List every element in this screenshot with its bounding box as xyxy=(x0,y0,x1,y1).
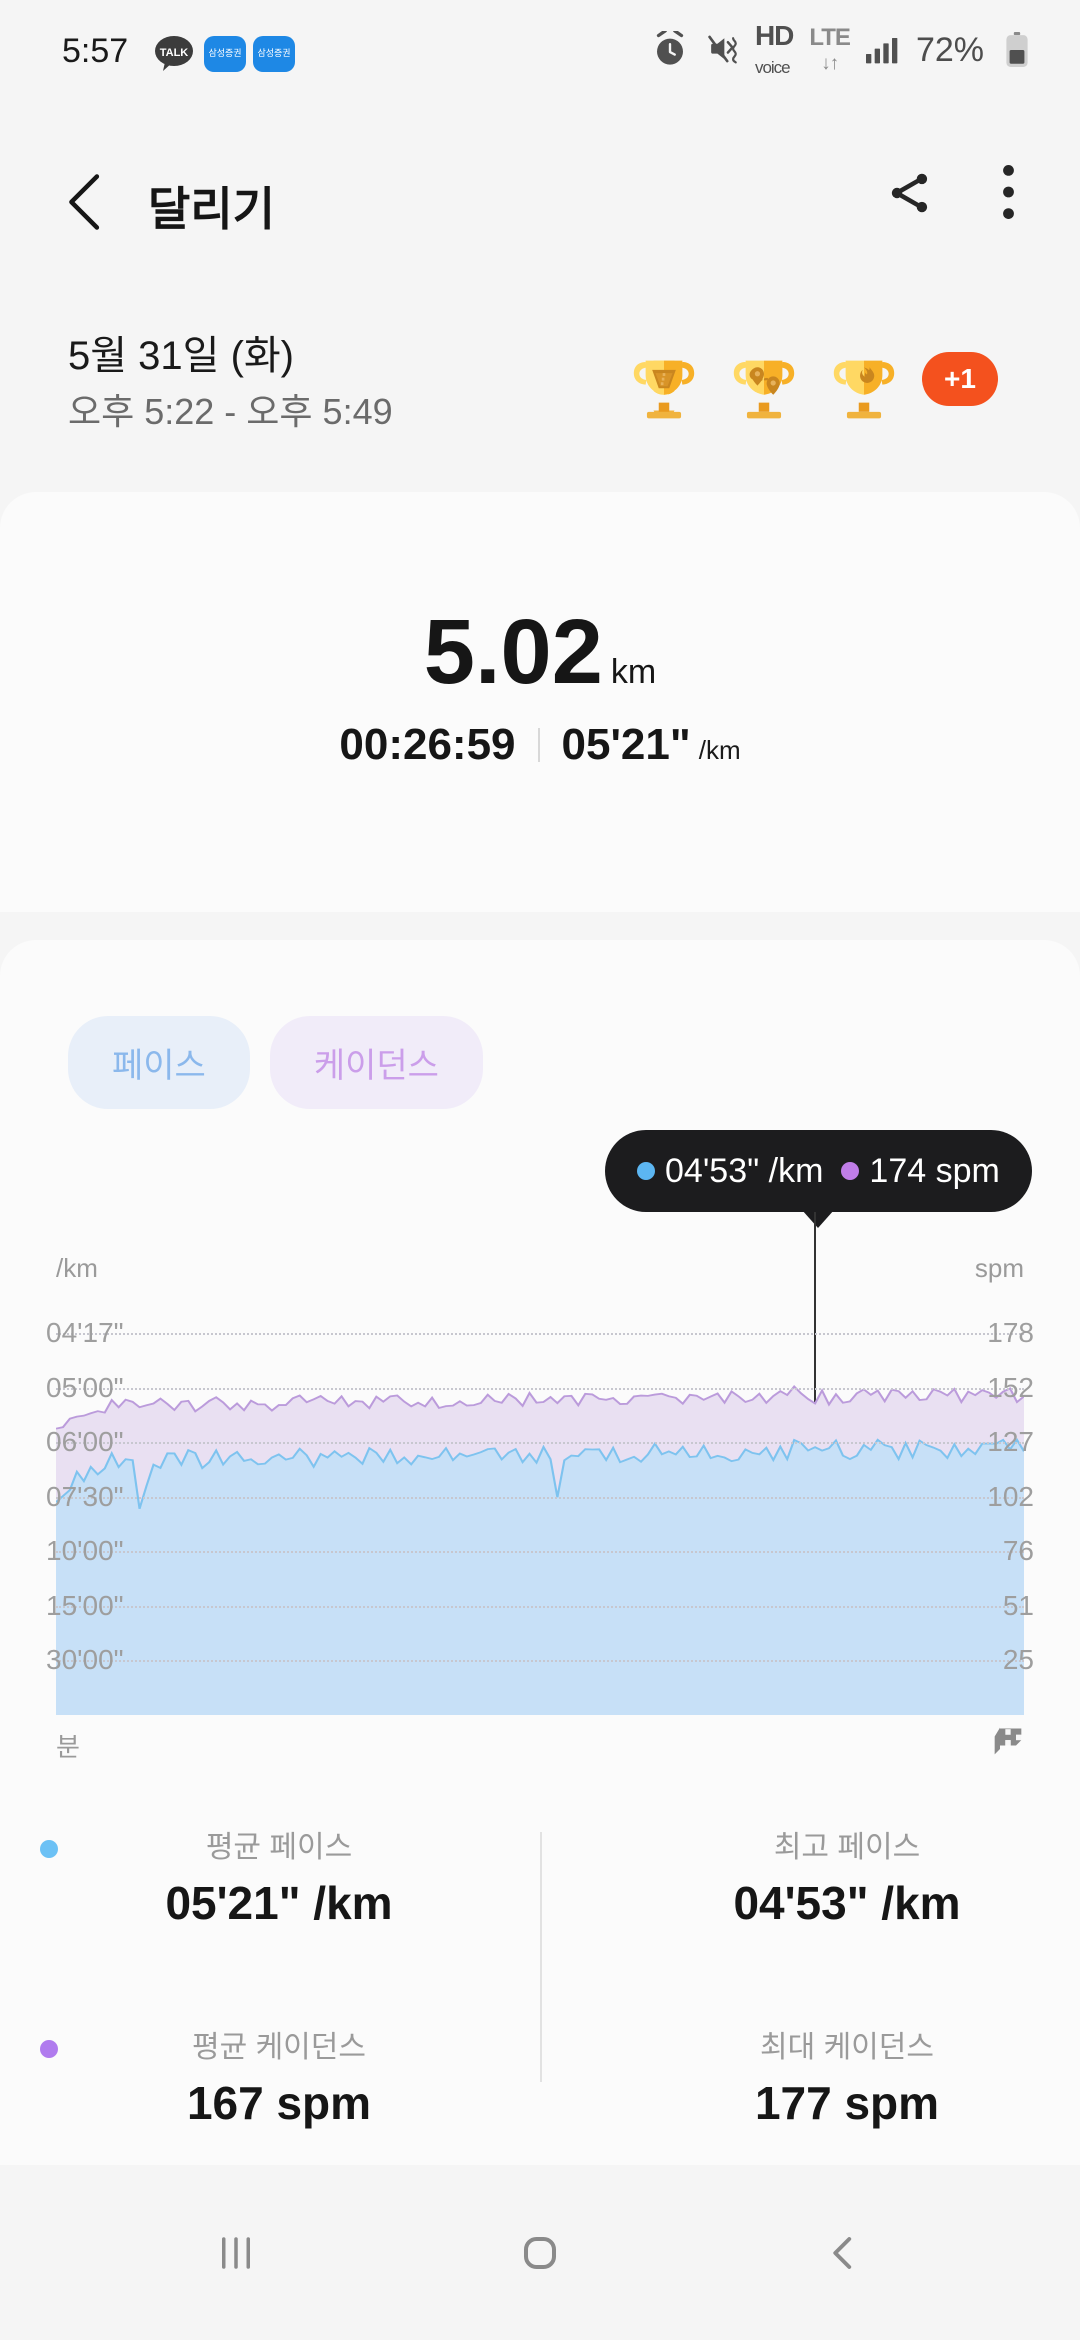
svg-text:TALK: TALK xyxy=(160,47,189,59)
